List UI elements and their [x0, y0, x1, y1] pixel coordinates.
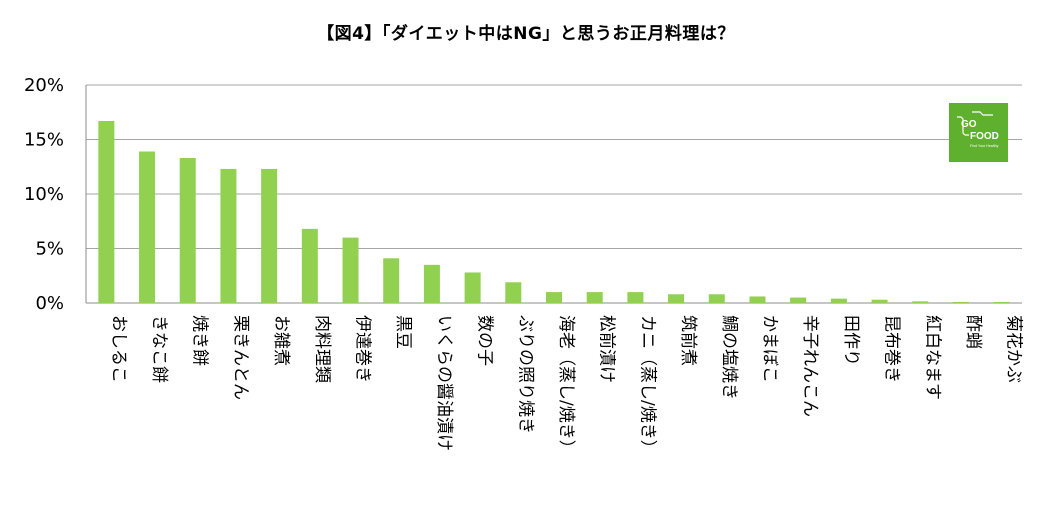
bar	[261, 168, 278, 303]
bar	[952, 301, 969, 303]
x-tick-label: カニ（蒸し/焼き）	[637, 315, 657, 457]
x-tick-label: 筑前煮	[678, 315, 698, 366]
y-tick-label: 20%	[24, 75, 64, 96]
x-axis-labels: おしるこ きなこ餅 焼き餅 栗きんとん お雑煮 肉料理類 伊達巻き 黒豆 いくらの醤油漬け 数の子…	[108, 315, 1023, 457]
bar	[342, 237, 359, 303]
x-tick-label: 焼き餅	[190, 315, 210, 366]
bar	[627, 292, 644, 303]
x-tick-label: かまぼこ	[759, 315, 779, 383]
bar	[301, 228, 318, 303]
bar	[383, 258, 400, 303]
x-tick-label: 鯛の塩焼き	[719, 315, 739, 400]
bar	[220, 168, 237, 303]
bar	[586, 292, 603, 303]
x-tick-label: 昆布巻き	[882, 315, 902, 383]
y-tick-label: 10%	[24, 184, 64, 205]
x-tick-label: 紅白なます	[922, 315, 942, 400]
y-tick-label: 0%	[35, 293, 64, 314]
bar	[668, 294, 685, 303]
x-tick-label: 海老（蒸し/焼き）	[556, 315, 576, 457]
bar	[830, 298, 847, 303]
bar	[505, 282, 522, 303]
y-axis: 0% 5% 10% 15% 20%	[24, 75, 87, 314]
x-tick-label: おしるこ	[108, 315, 128, 383]
bar	[708, 294, 725, 303]
y-tick-label: 5%	[35, 239, 64, 260]
x-tick-label: 数の子	[475, 315, 495, 366]
y-tick-label: 15%	[24, 130, 64, 151]
x-tick-label: 松前漬け	[597, 315, 617, 383]
bars	[98, 120, 1010, 303]
logo-text-go: GO	[961, 119, 977, 130]
logo-tagline: Find Your Healthy	[970, 144, 999, 148]
x-tick-label: お雑煮	[271, 315, 291, 366]
x-tick-label: きなこ餅	[149, 315, 169, 383]
bar	[98, 120, 115, 303]
x-tick-label: 肉料理類	[312, 315, 332, 383]
bar	[790, 297, 807, 303]
bar	[993, 301, 1010, 303]
x-tick-label: 辛子れんこん	[800, 315, 820, 417]
x-tick-label: 黒豆	[393, 315, 413, 349]
x-tick-label: 伊達巻き	[353, 315, 373, 383]
bar	[749, 296, 766, 303]
x-tick-label: 田作り	[841, 315, 861, 366]
bar	[179, 158, 196, 303]
logo-text-food: FOOD	[970, 131, 999, 142]
bar	[546, 292, 562, 303]
gofood-logo: GO FOOD Find Your Healthy	[949, 103, 1008, 162]
x-tick-label: ぶりの照り焼き	[515, 315, 535, 434]
bar	[912, 301, 929, 303]
x-tick-label: 栗きんとん	[230, 315, 250, 400]
chart-title: 【図4】「ダイエット中はNG」と思うお正月料理は？	[317, 24, 735, 44]
x-tick-label: 酢蛸	[963, 315, 983, 349]
bar	[139, 151, 156, 303]
x-tick-label: 菊花かぶ	[1004, 315, 1024, 383]
x-tick-label: いくらの醤油漬け	[434, 315, 454, 451]
bar	[423, 264, 440, 303]
bar	[871, 299, 888, 303]
bar	[464, 272, 481, 303]
